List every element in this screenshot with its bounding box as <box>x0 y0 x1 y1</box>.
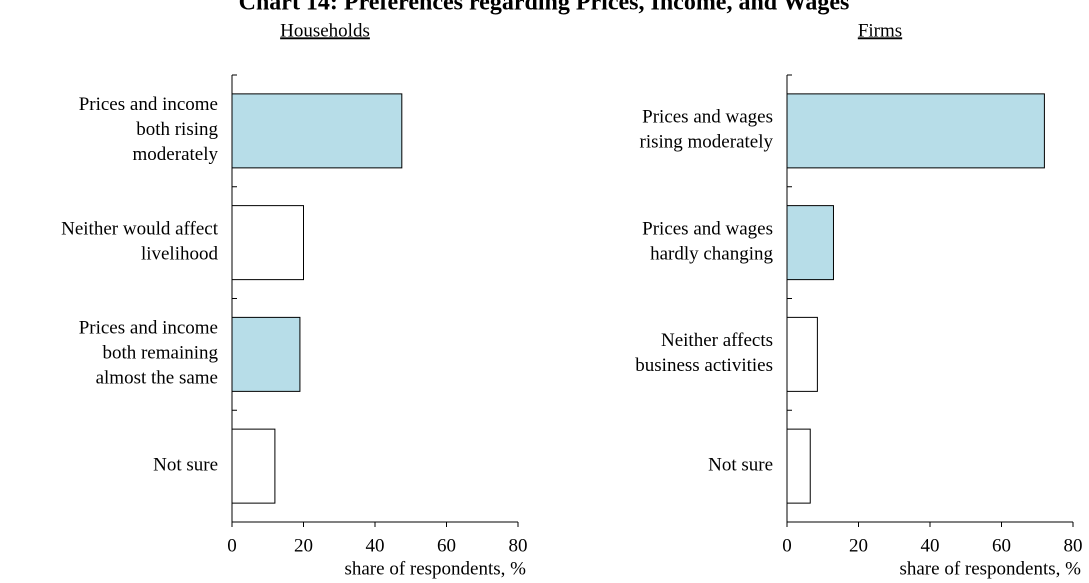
panel-title: Firms <box>858 20 902 41</box>
category-label: livelihood <box>141 243 219 264</box>
category-label: almost the same <box>96 368 218 389</box>
bar <box>231 93 403 169</box>
x-tick-label: 0 <box>782 535 792 556</box>
category-label: Not sure <box>153 454 218 475</box>
x-tick-label: 60 <box>992 535 1011 556</box>
x-tick-label: 0 <box>227 535 237 556</box>
x-tick-label: 60 <box>437 535 456 556</box>
category-label: rising moderately <box>640 132 774 153</box>
category-label: Prices and wages <box>642 218 773 239</box>
bar <box>786 93 1045 169</box>
x-tick-label: 80 <box>1064 535 1083 556</box>
x-tick-label: 20 <box>294 535 313 556</box>
category-label: Neither would affect <box>61 218 219 239</box>
category-label: Not sure <box>708 454 773 475</box>
bar <box>786 428 811 504</box>
panel-title: Households <box>280 20 370 41</box>
x-tick-label: 40 <box>921 535 940 556</box>
chart-title: Chart 14: Preferences regarding Prices, … <box>239 0 850 16</box>
bar <box>786 316 818 392</box>
bar <box>231 428 276 504</box>
category-label: both remaining <box>102 343 218 364</box>
x-tick-label: 40 <box>366 535 385 556</box>
category-label: moderately <box>133 144 219 165</box>
category-label: Prices and income <box>79 318 218 339</box>
x-tick-label: 20 <box>849 535 868 556</box>
category-label: Prices and wages <box>642 107 773 128</box>
x-axis-label: share of respondents, % <box>899 558 1081 579</box>
category-label: Prices and income <box>79 94 218 115</box>
category-label: Neither affects <box>661 330 773 351</box>
category-label: hardly changing <box>650 243 773 264</box>
x-tick-label: 80 <box>509 535 528 556</box>
bar <box>786 205 834 281</box>
category-label: business activities <box>635 355 773 376</box>
bar <box>231 316 301 392</box>
x-axis-label: share of respondents, % <box>344 558 526 579</box>
bar <box>231 205 304 281</box>
category-label: both rising <box>136 119 218 140</box>
